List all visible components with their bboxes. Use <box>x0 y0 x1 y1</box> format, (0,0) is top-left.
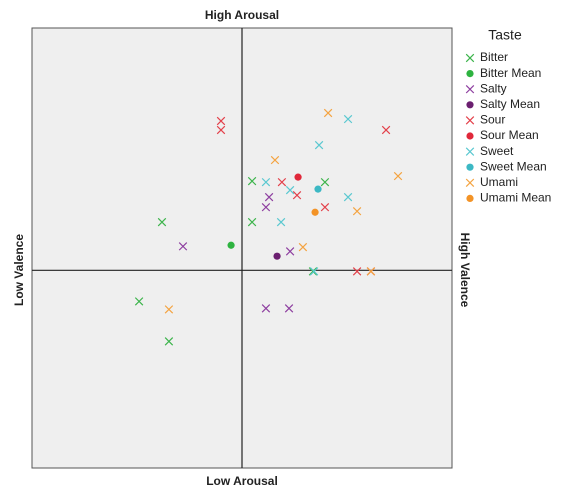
mean-point <box>227 241 235 249</box>
legend-marker <box>465 147 475 156</box>
legend-marker <box>466 194 474 202</box>
point <box>247 217 257 227</box>
legend-label: Umami <box>480 175 518 189</box>
point <box>298 242 308 252</box>
legend-label: Sour Mean <box>480 128 539 142</box>
point <box>276 217 286 227</box>
legend-marker <box>466 101 474 109</box>
legend-marker <box>465 84 475 94</box>
legend-label: Salty <box>480 81 507 95</box>
point <box>285 185 295 195</box>
point <box>164 305 174 314</box>
legend-label: Salty Mean <box>480 97 540 111</box>
legend-label: Sweet <box>480 144 514 158</box>
point <box>216 116 226 126</box>
mean-point <box>273 252 281 260</box>
point <box>216 125 226 135</box>
legend-marker <box>465 53 475 63</box>
mean-point <box>314 185 322 193</box>
legend-marker <box>465 116 475 125</box>
legend-marker <box>466 163 474 171</box>
point <box>270 155 280 165</box>
point <box>320 202 330 212</box>
point <box>157 217 167 227</box>
legend-label: Umami Mean <box>480 191 551 205</box>
mean-point <box>294 173 302 181</box>
point <box>323 108 333 118</box>
point <box>264 192 274 202</box>
point <box>314 140 324 150</box>
legend-marker <box>466 70 474 78</box>
point <box>178 242 188 251</box>
legend-label: Bitter <box>480 50 508 64</box>
point <box>284 304 294 313</box>
point <box>320 177 330 187</box>
point <box>247 176 257 186</box>
legend-marker <box>466 132 474 140</box>
point <box>393 171 403 181</box>
point <box>134 297 144 306</box>
point <box>343 192 353 202</box>
right-label: High Valence <box>458 233 472 308</box>
point <box>343 114 353 124</box>
point <box>352 206 362 216</box>
legend-label: Sour <box>480 113 505 127</box>
point <box>381 125 391 135</box>
legend-title: Taste <box>488 27 522 43</box>
mean-point <box>311 208 319 216</box>
point <box>261 177 271 187</box>
legend-label: Sweet Mean <box>480 159 547 173</box>
legend-marker <box>465 178 475 188</box>
point <box>308 267 318 276</box>
point <box>277 177 287 187</box>
point <box>309 267 319 276</box>
point <box>352 267 362 276</box>
point <box>285 247 295 256</box>
legend-label: Bitter Mean <box>480 66 541 80</box>
bottom-label: Low Arousal <box>206 474 278 488</box>
point <box>164 337 174 346</box>
point <box>261 202 271 212</box>
point <box>261 304 271 313</box>
left-label: Low Valence <box>12 234 26 306</box>
point <box>366 267 376 276</box>
point <box>292 190 302 200</box>
top-label: High Arousal <box>205 8 279 22</box>
